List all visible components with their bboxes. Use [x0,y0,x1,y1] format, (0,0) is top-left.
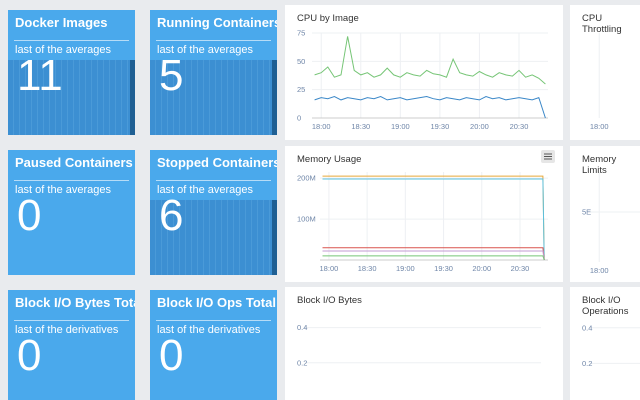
sparkline-background [150,200,277,275]
tile-subtitle: last of the averages [15,44,112,56]
tile-subtitle: last of the averages [157,44,254,56]
sparkline-background [150,60,277,135]
chart-panel: 0.2 0.4 Block I/O Operations [570,287,640,400]
tile-value: 6 [159,191,184,240]
series-line [322,178,545,261]
panel-menu-icon [541,150,555,163]
title-rule [14,320,129,321]
title-rule [156,320,271,321]
x-tick-label: 19:00 [396,264,415,273]
y-tick-label: 100M [297,215,316,224]
title-rule [14,40,129,41]
stat-tile: Running Containers last of the averages 5 [150,10,277,135]
chart: 0.2 0.4 [582,323,640,368]
tile-title: Paused Containers [15,155,133,170]
chart-panel: 18:00 CPU Throttling [570,5,640,140]
title-rule [156,180,271,181]
x-tick-label: 19:30 [434,264,453,273]
y-tick-label: 0.2 [582,359,592,368]
tile-title: Running Containers [157,15,277,30]
panel-title: Block I/O Bytes [297,295,362,306]
series-line [314,36,546,85]
tile-value: 0 [17,331,42,380]
tile-value: 0 [17,191,42,240]
tile-value: 0 [159,331,184,380]
panel-title: Block I/O Operations [582,295,629,317]
series-line [322,255,545,261]
x-tick-label: 20:00 [470,122,489,131]
tile-title: Block I/O Ops Total [157,295,276,310]
chart: 0.2 0.4 [297,323,541,367]
tile-subtitle: last of the averages [15,184,112,196]
x-tick-label: 18:00 [312,122,331,131]
x-tick-label: 18:00 [320,264,339,273]
y-tick-label: 5E [582,208,591,217]
chart-panel: 5E 18:00 Memory Limits [570,146,640,282]
x-tick-label: 18:00 [590,266,609,275]
y-tick-label: 75 [297,29,305,38]
chart: 5E 18:00 [582,172,640,275]
x-tick-label: 19:00 [391,122,410,131]
stat-tile: Block I/O Ops Total last of the derivativ… [150,290,277,400]
chart: 0 25 50 75 18:00 18:30 19:00 19:30 20:00 20:30 [297,29,548,131]
y-tick-label: 200M [297,174,316,183]
y-tick-label: 0.2 [297,358,307,367]
chart: 100M 200M 18:00 18:30 19:00 19:30 20:00 20:30 [297,150,555,273]
x-tick-label: 18:00 [590,122,609,131]
title-rule [14,180,129,181]
panel-title: CPU Throttling [582,13,622,35]
stat-tile: Paused Containers last of the averages 0 [8,150,135,275]
chart-panel: 0.2 0.4 Block I/O Bytes [285,287,563,400]
tile-title: Docker Images [15,15,108,30]
panel-title: CPU by Image [297,13,359,24]
panel-title: Memory Usage [297,154,362,165]
title-rule [156,40,271,41]
x-tick-label: 20:30 [511,264,530,273]
series-line [322,247,545,261]
y-tick-label: 50 [297,57,305,66]
tile-title: Block I/O Bytes Total [15,295,135,310]
x-tick-label: 20:00 [472,264,491,273]
x-tick-label: 18:30 [358,264,377,273]
tile-value: 11 [17,51,63,100]
tile-subtitle: last of the derivatives [15,324,119,336]
stat-tile: Stopped Containers last of the averages 6 [150,150,277,275]
x-tick-label: 20:30 [510,122,529,131]
tile-subtitle: last of the averages [157,184,254,196]
y-tick-label: 0 [297,114,301,123]
y-tick-label: 25 [297,85,305,94]
panel-title: Memory Limits [582,154,617,176]
stat-tile: Block I/O Bytes Total last of the derivat… [8,290,135,400]
tile-subtitle: last of the derivatives [157,324,261,336]
chart: 18:00 [590,33,609,131]
tile-value: 5 [159,51,184,100]
y-tick-label: 0.4 [297,323,307,332]
stat-tile: Docker Images last of the averages 11 [8,10,135,135]
series-line [314,95,546,119]
tile-title: Stopped Containers [157,155,277,170]
y-tick-label: 0.4 [582,323,592,332]
x-tick-label: 18:30 [351,122,370,131]
chart-panel: 0 25 50 75 18:00 18:30 19:00 19:30 20:00 20:30 CPU… [285,5,563,140]
sparkline-background [8,60,135,135]
chart-panel: 100M 200M 18:00 18:30 19:00 19:30 20:00 20:30 Me… [285,146,563,282]
x-tick-label: 19:30 [430,122,449,131]
